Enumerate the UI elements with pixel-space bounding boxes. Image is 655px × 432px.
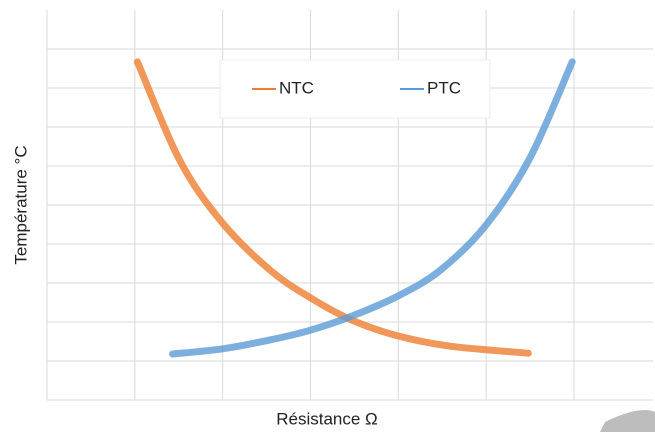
legend-label: PTC: [427, 78, 461, 97]
series-line: [169, 58, 576, 358]
legend-label: NTC: [279, 78, 314, 97]
y-axis-label: Température °C: [11, 145, 30, 264]
series-line: [133, 58, 532, 357]
x-axis-label: Résistance Ω: [276, 409, 378, 428]
decoration: [600, 409, 655, 432]
legend: NTC PTC: [219, 59, 491, 119]
